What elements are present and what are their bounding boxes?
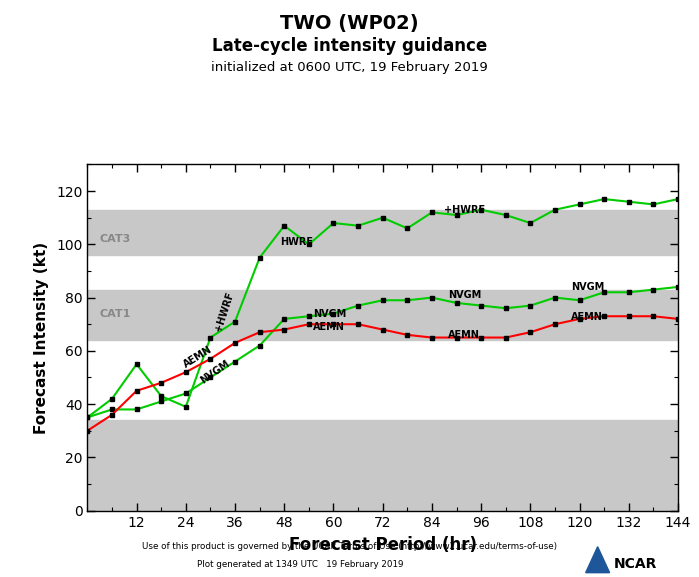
- X-axis label: Forecast Period (hr): Forecast Period (hr): [289, 537, 477, 554]
- Y-axis label: Forecast Intensity (kt): Forecast Intensity (kt): [34, 242, 49, 433]
- Text: NCAR: NCAR: [614, 557, 657, 571]
- Text: AEMN: AEMN: [571, 312, 603, 321]
- Text: TS: TS: [100, 380, 115, 391]
- Text: NVGM: NVGM: [313, 309, 346, 319]
- Text: +HWRF: +HWRF: [214, 290, 236, 332]
- Polygon shape: [586, 547, 610, 572]
- Text: CAT2: CAT2: [100, 269, 131, 279]
- Text: Late-cycle intensity guidance: Late-cycle intensity guidance: [212, 37, 487, 55]
- Bar: [87, 290, 678, 340]
- Text: AEMN: AEMN: [313, 322, 345, 332]
- Text: initialized at 0600 UTC, 19 February 2019: initialized at 0600 UTC, 19 February 201…: [211, 61, 488, 74]
- Text: Plot generated at 1349 UTC   19 February 2019: Plot generated at 1349 UTC 19 February 2…: [197, 560, 404, 569]
- Text: CAT4: CAT4: [100, 186, 131, 196]
- Text: HWRF: HWRF: [280, 237, 313, 247]
- Text: NVGM: NVGM: [448, 290, 482, 300]
- Text: CAT1: CAT1: [100, 309, 131, 319]
- Bar: [87, 420, 678, 511]
- Text: NVGM: NVGM: [198, 358, 231, 385]
- Text: NVGM: NVGM: [571, 282, 605, 293]
- Text: +HWRF: +HWRF: [445, 205, 485, 215]
- Text: TWO (WP02): TWO (WP02): [280, 14, 419, 32]
- Bar: [87, 209, 678, 255]
- Text: AEMN: AEMN: [448, 330, 480, 340]
- Text: CAT3: CAT3: [100, 234, 131, 244]
- Text: AEMN: AEMN: [182, 344, 214, 369]
- Text: Use of this product is governed by the UCAR Terms of Use (http://www2.ucar.edu/t: Use of this product is governed by the U…: [142, 542, 557, 551]
